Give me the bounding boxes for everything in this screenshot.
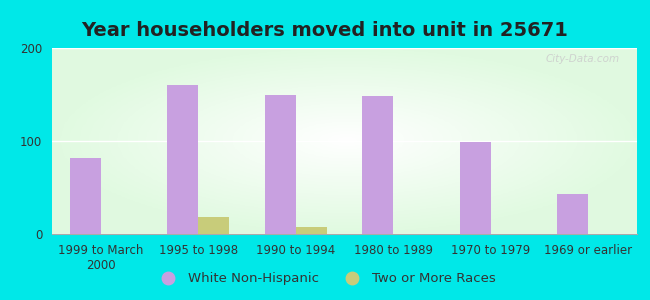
Text: City-Data.com: City-Data.com [545, 54, 619, 64]
Bar [460, 142, 491, 234]
Bar [296, 226, 327, 234]
Bar [198, 217, 229, 234]
Bar [362, 96, 393, 234]
Bar [167, 85, 198, 234]
Bar [265, 94, 296, 234]
Legend: White Non-Hispanic, Two or More Races: White Non-Hispanic, Two or More Races [150, 267, 500, 290]
Text: Year householders moved into unit in 25671: Year householders moved into unit in 256… [81, 21, 569, 40]
Bar [557, 194, 588, 234]
Bar [70, 158, 101, 234]
